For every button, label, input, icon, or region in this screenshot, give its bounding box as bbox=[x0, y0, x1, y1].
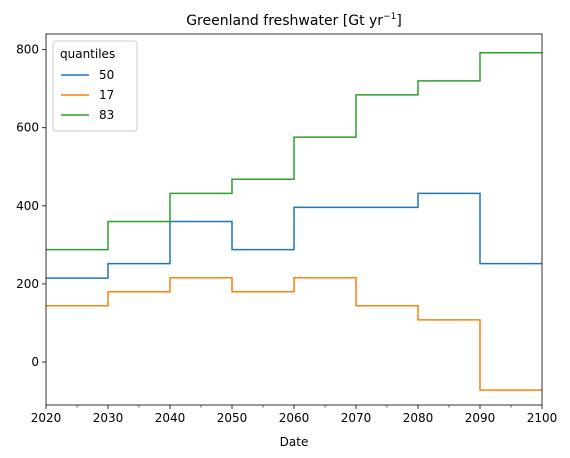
chart-title: Greenland freshwater [Gt yr−1] bbox=[186, 12, 402, 29]
legend-entry-83: 83 bbox=[99, 108, 114, 122]
x-tick-label: 2080 bbox=[403, 411, 434, 425]
legend-box bbox=[52, 40, 138, 132]
x-tick-label: 2030 bbox=[93, 411, 124, 425]
axes: 2020 2030 2040 2050 2060 2070 2080 2090 2100 0 200… bbox=[16, 33, 558, 425]
y-tick-label: 600 bbox=[16, 121, 39, 135]
x-tick-label: 2040 bbox=[155, 411, 186, 425]
plot-area bbox=[46, 51, 542, 391]
x-axis-label: Date bbox=[280, 435, 309, 449]
legend-entry-17: 17 bbox=[99, 88, 114, 102]
legend-title: quantiles bbox=[60, 47, 115, 61]
legend: quantiles 50 17 83 bbox=[52, 40, 138, 132]
x-tick-label: 2050 bbox=[217, 411, 248, 425]
y-tick-label: 200 bbox=[16, 277, 39, 291]
x-tick-label: 2100 bbox=[527, 411, 558, 425]
x-tick-label: 2070 bbox=[341, 411, 372, 425]
y-tick-label: 400 bbox=[16, 199, 39, 213]
series-line-50 bbox=[46, 192, 542, 279]
series-line-83 bbox=[46, 51, 542, 251]
y-tick-label: 800 bbox=[16, 43, 39, 57]
x-tick-label: 2060 bbox=[279, 411, 310, 425]
legend-entry-50: 50 bbox=[99, 68, 114, 82]
x-tick-label: 2020 bbox=[31, 411, 62, 425]
y-tick-label: 0 bbox=[31, 355, 39, 369]
series-line-17 bbox=[46, 276, 542, 391]
x-tick-label: 2090 bbox=[465, 411, 496, 425]
